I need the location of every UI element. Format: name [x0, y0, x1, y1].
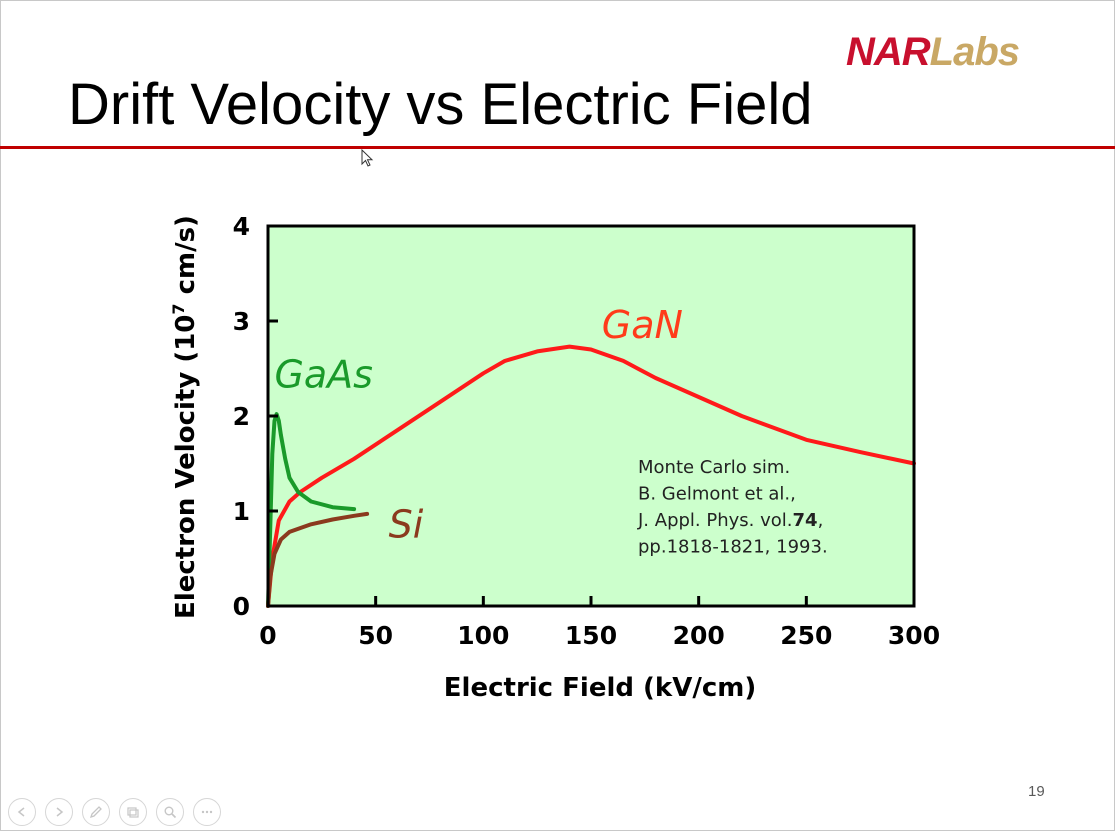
- y-axis-label-superscript: 7: [169, 303, 188, 314]
- series-line-gaas: [266, 412, 357, 608]
- page-number: 19: [1028, 783, 1045, 800]
- magnifier-icon: [164, 806, 177, 819]
- logo-text-gold: Labs: [929, 30, 1020, 74]
- slide-title: Drift Velocity vs Electric Field: [68, 72, 813, 137]
- series-label-si: Si: [389, 503, 424, 547]
- annotation-line-part: ,: [818, 510, 824, 531]
- more-options-button[interactable]: [193, 798, 221, 826]
- series-label-gan: GaN: [602, 303, 683, 347]
- x-tick-label: 0: [259, 621, 276, 650]
- x-tick-label: 200: [673, 621, 725, 650]
- plot-area: [268, 226, 914, 606]
- ellipsis-icon: [201, 810, 213, 814]
- annotation-line-part: B. Gelmont et al.,: [638, 484, 796, 505]
- annotation-line-part: J. Appl. Phys. vol.: [637, 510, 793, 531]
- annotation-line-part: pp.1818-1821, 1993.: [638, 537, 828, 558]
- x-tick-label: 100: [457, 621, 509, 650]
- series-line-si: [266, 511, 370, 608]
- series-line-gan: [266, 344, 916, 608]
- x-tick-label: 150: [565, 621, 617, 650]
- x-tick-label: 300: [888, 621, 940, 650]
- y-tick-label: 0: [233, 592, 250, 621]
- previous-slide-button[interactable]: [8, 798, 36, 826]
- series-label-gaas: GaAs: [274, 353, 373, 397]
- y-tick-label: 2: [233, 402, 250, 431]
- slides-overview-button[interactable]: [119, 798, 147, 826]
- pen-icon: [89, 806, 102, 819]
- next-slide-button[interactable]: [45, 798, 73, 826]
- y-tick-label: 4: [233, 212, 250, 241]
- x-tick-label: 250: [780, 621, 832, 650]
- arrow-right-icon: [56, 807, 64, 817]
- title-divider: [0, 146, 1115, 149]
- zoom-button[interactable]: [156, 798, 184, 826]
- y-axis-label: Electron Velocity (107 cm/s): [169, 215, 201, 619]
- annotation-line-part: 74: [793, 510, 818, 531]
- mouse-cursor-icon: [361, 149, 374, 167]
- logo-text-red: NAR: [846, 30, 931, 74]
- y-tick-label: 3: [233, 307, 250, 336]
- annotation-line-part: Monte Carlo sim.: [638, 457, 790, 478]
- x-axis-label: Electric Field (kV/cm): [444, 673, 756, 703]
- pen-tool-button[interactable]: [82, 798, 110, 826]
- slides-icon: [127, 807, 139, 818]
- narlabs-logo: NARLabs: [846, 30, 1020, 74]
- y-tick-label: 1: [233, 497, 250, 526]
- slideshow-nav-toolbar: [8, 798, 221, 826]
- arrow-left-icon: [17, 807, 25, 817]
- annotation-text: Monte Carlo sim. B. Gelmont et al., J. App…: [637, 457, 828, 558]
- y-axis-label-main: Electron Velocity (10: [171, 315, 201, 619]
- y-axis-label-unit: cm/s): [171, 215, 201, 303]
- x-tick-label: 50: [358, 621, 393, 650]
